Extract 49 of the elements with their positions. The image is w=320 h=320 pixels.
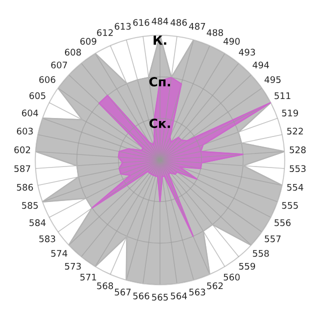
spoke-label: 565	[152, 294, 168, 301]
spoke-label: 558	[252, 250, 269, 257]
spoke-label: 609	[80, 38, 96, 45]
spoke-label: 563	[189, 288, 206, 296]
spoke-label: 562	[207, 282, 223, 290]
spoke-label: 586	[16, 184, 33, 191]
spoke-label: 573	[64, 262, 81, 270]
spoke-label: 564	[170, 292, 187, 300]
spoke-label: 606	[39, 76, 56, 84]
spoke-label: 604	[22, 110, 38, 116]
spoke-label: 488	[206, 29, 223, 36]
spoke-label: 560	[224, 274, 240, 281]
spoke-label: 495	[264, 76, 281, 84]
spoke-label: 616	[133, 19, 150, 26]
spoke-label: 603	[16, 128, 33, 135]
spoke-label: 556	[274, 219, 291, 226]
spoke-label: 511	[274, 92, 290, 100]
spoke-label: 557	[264, 235, 281, 242]
spoke-label: 553	[290, 165, 306, 172]
spoke-label: 612	[97, 29, 113, 36]
spoke-label: 493	[238, 48, 255, 56]
spoke-label: 584	[30, 219, 46, 226]
spoke-label: 487	[189, 22, 206, 30]
spoke-label: 522	[287, 128, 303, 135]
spoke-label: 605	[29, 92, 46, 100]
spoke-label: 602	[14, 146, 30, 154]
spoke-label: 607	[51, 62, 67, 68]
spoke-label: 571	[80, 274, 96, 281]
spoke-label: 555	[282, 202, 298, 209]
spoke-label: 559	[239, 262, 256, 270]
y-tick-label: К.	[154, 36, 166, 45]
y-tick-label: Ск.	[149, 118, 170, 128]
spoke-label: 587	[14, 165, 30, 172]
spoke-label: 494	[252, 62, 269, 68]
spoke-label: 574	[51, 250, 68, 257]
spoke-label: 585	[22, 202, 38, 209]
spoke-label: 519	[282, 110, 298, 116]
spoke-label: 567	[114, 288, 131, 296]
spoke-label: 484	[152, 18, 168, 25]
spoke-label: 490	[224, 38, 240, 45]
spoke-label: 613	[114, 22, 131, 30]
spoke-label: 528	[290, 146, 306, 154]
spoke-label: 568	[97, 282, 114, 290]
y-tick-label: Сп.	[149, 77, 170, 86]
spoke-label: 486	[170, 19, 187, 26]
spoke-label: 608	[64, 48, 81, 56]
spoke-label: 554	[287, 184, 304, 191]
spoke-label: 566	[133, 292, 150, 300]
spoke-label: 583	[39, 235, 56, 242]
